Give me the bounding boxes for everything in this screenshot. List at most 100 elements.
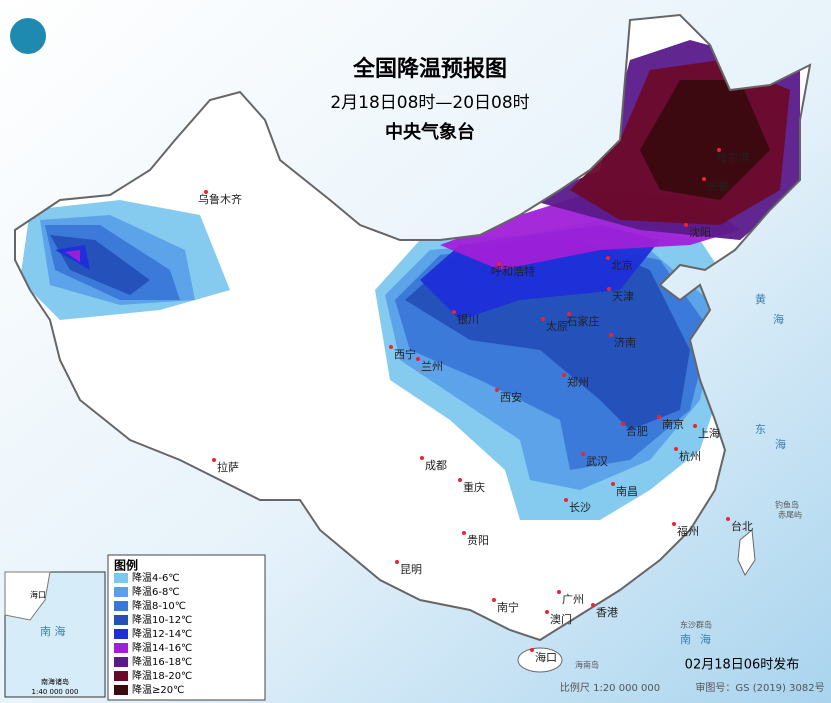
legend-swatch — [114, 643, 128, 653]
city-label: 银川 — [457, 312, 479, 326]
city-dot — [530, 648, 534, 652]
legend-label: 降温10-12℃ — [132, 613, 192, 626]
legend-label: 降温≥20℃ — [132, 683, 184, 696]
city-dot — [545, 610, 549, 614]
city-label: 福州 — [677, 524, 699, 538]
map-number: 审图号：GS (2019) 3082号 — [695, 681, 824, 694]
legend-swatch — [114, 671, 128, 681]
sea-label: 黄 — [755, 292, 766, 306]
city-dot — [420, 456, 424, 460]
city-dot — [726, 517, 730, 521]
city-dot — [395, 560, 399, 564]
city-dot — [607, 287, 611, 291]
city-label: 郑州 — [567, 375, 589, 389]
city-label: 乌鲁木齐 — [198, 192, 242, 206]
inset-sea: 南 海 — [40, 624, 66, 638]
city-label: 天津 — [612, 290, 634, 303]
island-label: 海南岛 — [575, 660, 599, 670]
legend-swatch — [114, 657, 128, 667]
city-dot — [657, 415, 661, 419]
sea-label: 海 — [773, 312, 784, 326]
city-label: 广州 — [562, 593, 584, 606]
subtitle: 2月18日08时—20日08时 — [330, 93, 529, 113]
city-dot — [684, 223, 688, 227]
city-label: 台北 — [731, 519, 753, 533]
sea-label: 南 — [680, 633, 691, 646]
city-dot — [717, 148, 721, 152]
city-label: 长春 — [707, 180, 729, 193]
city-label: 南宁 — [497, 600, 519, 614]
legend-label: 降温16-18℃ — [132, 655, 192, 668]
city-dot — [389, 345, 393, 349]
sea-label: 海 — [775, 437, 786, 451]
cooling-zone — [55, 245, 90, 270]
city-dot — [452, 310, 456, 314]
legend-swatch — [114, 587, 128, 597]
city-label: 沈阳 — [689, 225, 711, 239]
city-dot — [702, 177, 706, 181]
inset-city: 海口 — [30, 590, 46, 600]
city-label: 西宁 — [394, 347, 416, 361]
sea-label: 东 — [755, 423, 766, 436]
island-label: 东沙群岛 — [680, 620, 712, 630]
city-label: 长沙 — [569, 501, 591, 514]
city-dot — [557, 590, 561, 594]
city-dot — [462, 531, 466, 535]
taiwan — [737, 529, 756, 577]
city-label: 哈尔滨 — [717, 150, 750, 164]
city-dot — [458, 478, 462, 482]
city-label: 太原 — [546, 320, 568, 333]
city-label: 济南 — [614, 335, 636, 349]
city-label: 成都 — [425, 459, 447, 472]
cooling-zone — [640, 80, 770, 200]
cooling-zones — [20, 40, 800, 520]
city-label: 拉萨 — [217, 460, 239, 474]
city-label: 上海 — [698, 426, 720, 440]
legend-label: 降温12-14℃ — [132, 627, 192, 640]
legend-label: 降温18-20℃ — [132, 669, 192, 682]
city-label: 杭州 — [679, 449, 701, 463]
city-dot — [492, 598, 496, 602]
city-dot — [567, 312, 571, 316]
legend-swatch — [114, 629, 128, 639]
inset-islands: 南海诸岛 — [41, 677, 69, 686]
city-label: 西安 — [500, 390, 522, 404]
inset-land — [4, 571, 51, 621]
city-dot — [212, 458, 216, 462]
logo — [10, 18, 46, 54]
sea-label: 海 — [700, 632, 711, 646]
city-dot — [674, 447, 678, 451]
city-label: 澳门 — [550, 612, 572, 626]
legend-swatch — [114, 573, 128, 583]
legend-label: 降温14-16℃ — [132, 641, 192, 654]
legend-label: 降温8-10℃ — [132, 599, 186, 612]
city-label: 昆明 — [400, 563, 422, 576]
city-dot — [591, 603, 595, 607]
city-label: 北京 — [611, 258, 633, 272]
city-label: 石家庄 — [567, 314, 600, 328]
legend-swatch — [114, 601, 128, 611]
city-dot — [581, 452, 585, 456]
city-label: 贵阳 — [467, 534, 489, 547]
city-dot — [204, 190, 208, 194]
city-dot — [497, 262, 501, 266]
city-dot — [564, 498, 568, 502]
issuer: 中央气象台 — [385, 121, 475, 143]
title: 全国降温预报图 — [352, 56, 507, 82]
city-label: 重庆 — [463, 480, 485, 494]
city-label: 海口 — [535, 650, 557, 664]
legend-title: 图例 — [114, 558, 138, 573]
city-dot — [495, 388, 499, 392]
legend-swatch — [114, 685, 128, 695]
city-dot — [606, 256, 610, 260]
city-label: 南昌 — [616, 485, 638, 498]
published: 02月18日06时发布 — [685, 657, 800, 673]
city-label: 南京 — [662, 417, 684, 431]
scale: 比例尺 1:20 000 000 — [560, 681, 660, 694]
legend-label: 降温4-6℃ — [132, 571, 180, 584]
cooling-zone — [65, 250, 80, 262]
city-label: 合肥 — [626, 424, 648, 438]
legend-swatch — [114, 615, 128, 625]
inset-scale: 1:40 000 000 — [32, 688, 79, 696]
